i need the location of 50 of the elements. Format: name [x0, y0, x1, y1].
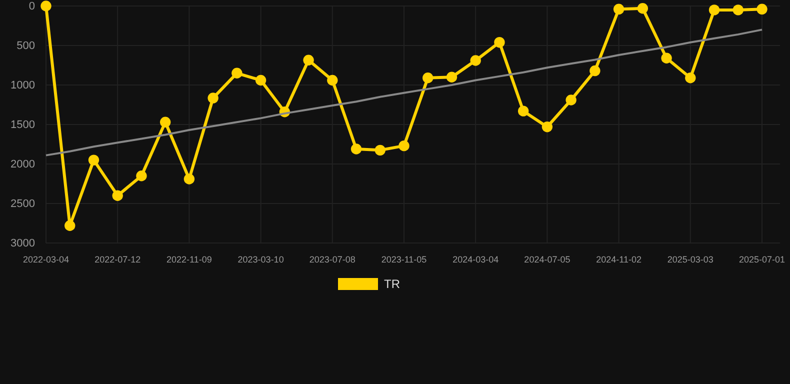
- x-tick-label: 2022-11-09: [166, 254, 212, 264]
- point: [255, 74, 266, 86]
- point: [494, 37, 505, 48]
- point: [374, 144, 386, 156]
- line-series: [45, 28, 763, 156]
- point: [470, 55, 481, 66]
- point: [756, 4, 768, 14]
- x-tick-label: 2024-11-02: [596, 254, 642, 264]
- legend-label: TR: [384, 277, 400, 291]
- y-tick-label: 0: [28, 0, 35, 13]
- point: [184, 174, 195, 184]
- point: [732, 4, 744, 16]
- point: [327, 74, 338, 86]
- point: [303, 54, 314, 66]
- point: [518, 106, 529, 116]
- point: [590, 65, 600, 76]
- point: [613, 4, 624, 14]
- point: [422, 72, 434, 84]
- point: [160, 116, 171, 128]
- x-tick-label: 2025-03-03: [667, 254, 714, 264]
- point: [446, 72, 458, 82]
- point: [398, 140, 410, 152]
- point: [708, 4, 720, 16]
- point: [64, 220, 76, 231]
- point: [232, 68, 242, 78]
- x-tick-label: 2022-03-04: [22, 254, 70, 264]
- point: [112, 190, 123, 201]
- y-tick-label: 2500: [10, 198, 35, 210]
- x-tick-label: 2023-11-05: [381, 254, 427, 264]
- point: [208, 92, 218, 104]
- point: [637, 3, 648, 14]
- y-tick-label: 500: [16, 40, 35, 52]
- point: [542, 122, 553, 132]
- y-tick-label: 1500: [10, 119, 35, 132]
- x-tick-label: 2025-07-01: [738, 254, 786, 264]
- point: [566, 94, 576, 106]
- y-tick-label: 1000: [10, 80, 35, 92]
- x-tick-label: 2022-07-12: [94, 254, 141, 264]
- x-tick-label: 2024-07-05: [524, 254, 570, 264]
- point: [40, 0, 52, 12]
- point: [685, 72, 696, 84]
- y-tick-label: 3000: [10, 238, 35, 250]
- point: [661, 52, 672, 64]
- point: [136, 170, 147, 182]
- y-tick-label: 2000: [10, 158, 35, 171]
- x-tick-label: 2024-03-04: [452, 254, 499, 264]
- point: [88, 154, 100, 166]
- point: [350, 144, 362, 154]
- x-tick-label: 2023-07-08: [309, 254, 356, 264]
- x-tick-label: 2023-03-10: [238, 254, 284, 264]
